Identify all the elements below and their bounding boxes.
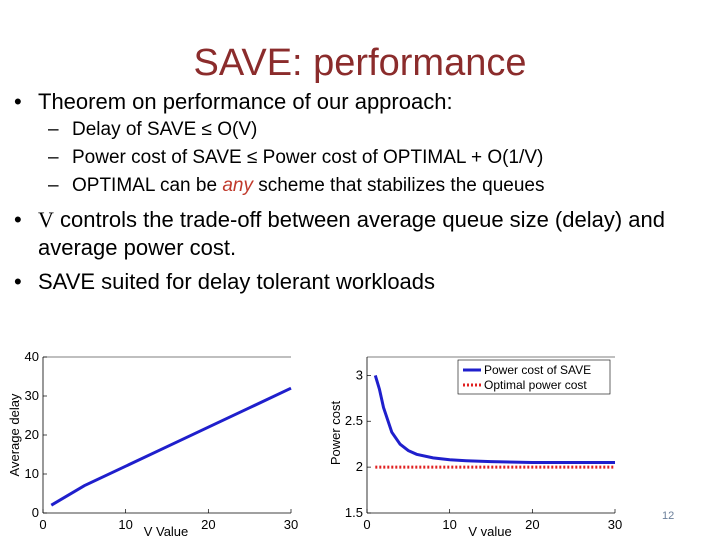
dash-icon: – xyxy=(48,147,59,168)
sub-bullet-delay: – Delay of SAVE ≤ O(V) xyxy=(14,116,714,144)
bullet-list: • Theorem on performance of our approach… xyxy=(14,88,714,296)
bullet-dot-icon: • xyxy=(14,269,22,294)
chart-power-cost-y-tick-label: 3 xyxy=(356,367,363,382)
sub-bullet-optimal: – OPTIMAL can be any scheme that stabili… xyxy=(14,172,714,200)
chart-average-delay-x-tick-label: 10 xyxy=(118,517,132,532)
sub-bullet-power: – Power cost of SAVE ≤ Power cost of OPT… xyxy=(14,144,714,172)
sub-bullet-optimal-a: OPTIMAL can be xyxy=(72,175,223,196)
chart-power-cost-xlabel: V value xyxy=(468,524,511,539)
page-number: 12 xyxy=(662,510,675,522)
sub-bullet-optimal-b: scheme that stabilizes the queues xyxy=(252,175,545,196)
chart-power-cost-x-tick-label: 30 xyxy=(608,517,622,532)
sub-bullet-power-text: Power cost of SAVE ≤ Power cost of OPTIM… xyxy=(72,147,544,168)
dash-icon: – xyxy=(48,175,59,196)
chart-power-cost-y-tick-label: 2.5 xyxy=(345,413,363,428)
sub-bullet-optimal-text: OPTIMAL can be any scheme that stabilize… xyxy=(72,172,544,200)
chart-power-cost-legend-label-1: Optimal power cost xyxy=(484,378,587,392)
bullet-workloads-text: SAVE suited for delay tolerant workloads xyxy=(38,269,436,294)
chart-power-cost-ylabel: Power cost xyxy=(328,400,343,465)
chart-average-delay-y-tick-label: 40 xyxy=(25,349,39,364)
chart-power-cost: 0 10 20 30 1.5 2 2.5 3 Power cost of SAVEOptima… xyxy=(328,356,622,539)
bullet-tradeoff: • V controls the trade-off between avera… xyxy=(14,206,714,262)
chart-average-delay-xlabel: V Value xyxy=(144,524,189,539)
v-symbol: V xyxy=(38,207,54,232)
bullet-dot-icon: • xyxy=(14,207,22,232)
chart-average-delay-ylabel: Average delay xyxy=(7,393,22,476)
chart-average-delay: 0 10 20 30 0 10 20 30 40 V Value Average delay xyxy=(7,349,298,539)
chart-power-cost-x-tick-label: 0 xyxy=(363,517,370,532)
chart-power-cost-x-tick-label: 10 xyxy=(442,517,456,532)
bullet-theorem-text: Theorem on performance of our approach: xyxy=(38,89,453,114)
chart-power-cost-series-0-line xyxy=(373,374,615,464)
chart-average-delay-series-0-line xyxy=(50,386,292,507)
chart-average-delay-x-tick-label: 0 xyxy=(39,517,46,532)
slide-title: SAVE: performance xyxy=(193,42,527,84)
chart-power-cost-y-tick-label: 1.5 xyxy=(345,505,363,520)
chart-average-delay-x-tick-label: 30 xyxy=(284,517,298,532)
chart-average-delay-y-tick-label: 10 xyxy=(25,466,39,481)
sub-bullet-delay-text: Delay of SAVE ≤ O(V) xyxy=(72,119,258,140)
bullet-theorem: • Theorem on performance of our approach… xyxy=(14,88,714,116)
chart-power-cost-x-tick-label: 20 xyxy=(525,517,539,532)
bullet-dot-icon: • xyxy=(14,89,22,114)
chart-average-delay-y-tick-label: 20 xyxy=(25,427,39,442)
bullet-workloads: • SAVE suited for delay tolerant workloa… xyxy=(14,268,714,296)
bullet-tradeoff-body: controls the trade-off between average q… xyxy=(38,207,665,260)
chart-power-cost-y-tick-label: 2 xyxy=(356,459,363,474)
chart-average-delay-y-tick-label: 30 xyxy=(25,388,39,403)
dash-icon: – xyxy=(48,119,59,140)
emphasis-any: any xyxy=(222,175,253,196)
chart-average-delay-y-tick-label: 0 xyxy=(32,505,39,520)
chart-average-delay-x-tick-label: 20 xyxy=(201,517,215,532)
chart-power-cost-legend-box xyxy=(457,359,611,395)
bullet-tradeoff-text: V controls the trade-off between average… xyxy=(38,206,714,262)
chart-power-cost-legend-label-0: Power cost of SAVE xyxy=(484,363,591,377)
